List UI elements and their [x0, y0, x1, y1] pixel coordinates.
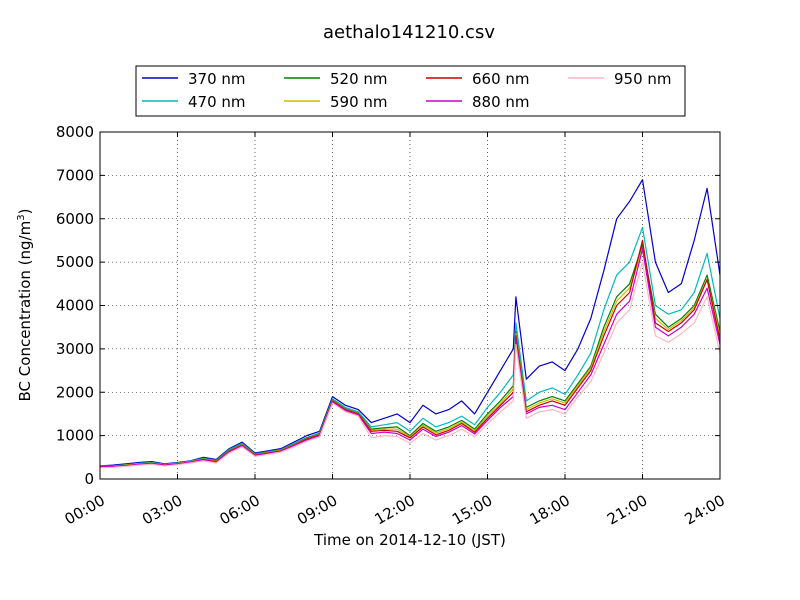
y-tick-label: 4000 [56, 297, 94, 315]
y-tick-label: 2000 [56, 383, 94, 401]
legend-label: 520 nm [330, 70, 388, 88]
series-lines [99, 179, 721, 469]
y-tick-label: 8000 [56, 123, 94, 141]
legend-label: 590 nm [330, 93, 388, 111]
y-axis-label-superscript: 3 [16, 214, 27, 220]
y-axis-label: BC Concentration (ng/m3) [16, 209, 34, 402]
series-line-370-nm [99, 179, 721, 467]
y-tick-label: 7000 [56, 166, 94, 184]
series-line-470-nm [100, 226, 721, 467]
x-tick-label: 21:00 [604, 491, 650, 528]
series-line-590-nm [99, 248, 721, 467]
grid-lines [99, 131, 721, 480]
series-line-880-nm [99, 248, 721, 468]
y-tick-label: 1000 [56, 427, 94, 445]
x-axis-label: Time on 2014-12-10 (JST) [313, 531, 506, 549]
legend-label: 370 nm [188, 70, 246, 88]
x-tick-label: 00:00 [62, 491, 108, 528]
x-axis-ticks: 00:00 03:00 06:00 09:00 12:00 15:00 18:00 21:00… [62, 132, 728, 528]
y-tick-label: 5000 [56, 253, 94, 271]
x-tick-label: 15:00 [449, 491, 495, 528]
legend-frame [135, 65, 686, 117]
series-line-950-nm [99, 261, 721, 469]
chart-title: aethalo141210.csv [323, 22, 495, 43]
legend-label: 470 nm [188, 93, 246, 111]
x-tick-label: 18:00 [527, 491, 573, 528]
legend: 370 nm 470 nm 520 nm 590 nm 660 nm 880 nm 950 … [135, 65, 686, 117]
y-axis-label-main: BC Concentration (ng/m [16, 221, 34, 402]
x-tick-label: 09:00 [294, 491, 340, 528]
legend-label: 880 nm [472, 93, 530, 111]
x-tick-label: 03:00 [139, 491, 185, 528]
legend-label: 660 nm [472, 70, 530, 88]
x-tick-label: 06:00 [217, 491, 263, 528]
x-tick-label: 24:00 [682, 491, 728, 528]
y-axis-ticks: 0 1000 2000 3000 4000 5000 6000 7000 8000 [56, 123, 720, 488]
y-tick-label: 0 [84, 470, 94, 488]
y-tick-label: 6000 [56, 210, 94, 228]
y-axis-label-close: ) [16, 209, 34, 215]
y-tick-label: 3000 [56, 340, 94, 358]
x-tick-label: 12:00 [372, 491, 418, 528]
legend-label: 950 nm [614, 70, 672, 88]
